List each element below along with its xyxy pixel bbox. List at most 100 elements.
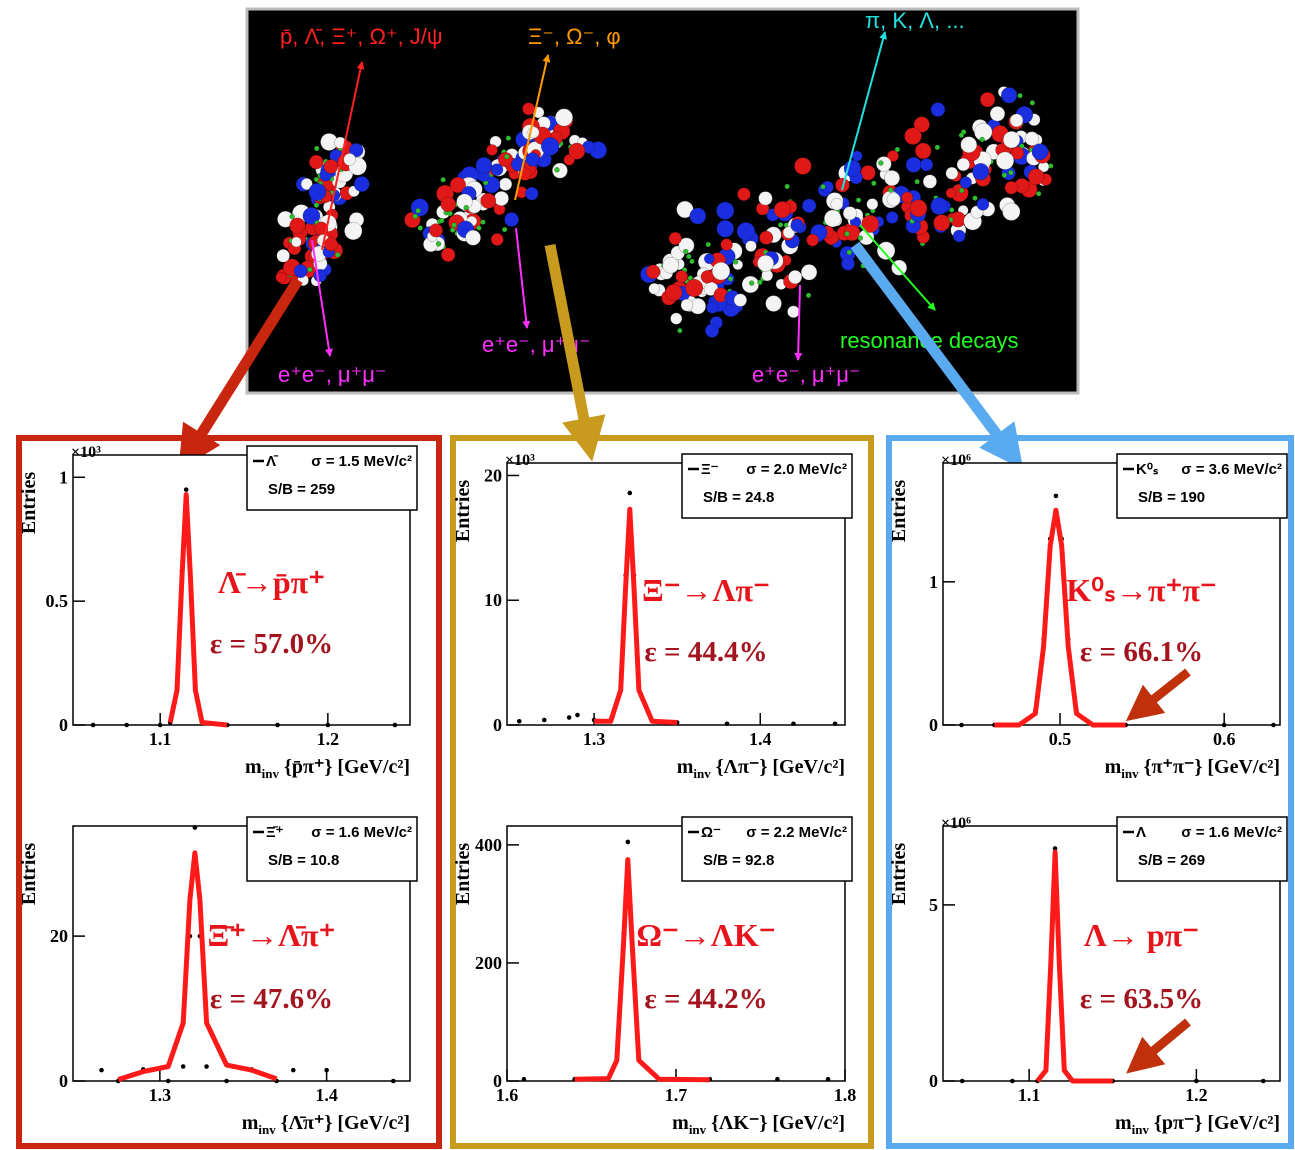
data-point [166, 1079, 171, 1084]
decay-label: Ξ̄⁺→Λ̄π⁺ [208, 917, 336, 953]
efficiency-label: ε = 57.0% [210, 628, 333, 660]
particle [957, 158, 970, 171]
particle [504, 154, 509, 159]
particle [663, 257, 679, 273]
particle [683, 249, 688, 254]
particle [277, 249, 290, 262]
particle [411, 199, 429, 217]
particle [996, 152, 1014, 170]
decay-label: Ω⁻→ΛK⁻ [636, 917, 775, 953]
y-axis-label: Entries [452, 480, 474, 542]
particle [931, 197, 948, 214]
particle [441, 177, 446, 182]
data-point [959, 723, 964, 728]
x-tick-label: 1.8 [834, 1085, 857, 1105]
decay-label: Λ̄→p̄π⁺ [218, 564, 325, 600]
x-label-part: m [1105, 756, 1122, 778]
x-label-sub: inv [693, 766, 711, 781]
particle [307, 267, 312, 272]
legend-sb: S/B = 259 [268, 481, 335, 498]
particle [494, 191, 508, 205]
data-point [124, 723, 129, 728]
x-label-part: m [672, 1112, 689, 1134]
particle [344, 222, 362, 240]
event-label: e⁺e⁻, μ⁺μ⁻ [278, 362, 387, 387]
data-point [833, 721, 838, 726]
data-point [158, 723, 163, 728]
particle [759, 231, 773, 245]
legend-sigma: σ = 1.5 MeV/c² [311, 453, 412, 470]
particle [1032, 144, 1048, 160]
efficiency-label: ε = 47.6% [210, 983, 333, 1015]
particle [646, 265, 660, 279]
particle [689, 259, 694, 264]
particle [931, 103, 945, 117]
particle [1002, 173, 1007, 178]
particle [452, 223, 457, 228]
y-tick-label: 10 [484, 590, 502, 610]
y-multiplier: ×10³ [71, 444, 101, 461]
particle [946, 167, 958, 179]
decay-label: Ξ⁻→Λπ⁻ [642, 572, 770, 608]
particle [541, 137, 559, 155]
particle [290, 218, 306, 234]
particle [831, 198, 843, 210]
data-point [326, 723, 331, 728]
x-label-part: {Λ̄π⁺} [GeV/c²] [276, 1112, 410, 1134]
x-tick-label: 1.1 [149, 729, 172, 749]
data-point [725, 721, 730, 726]
data-point [1010, 1079, 1015, 1084]
y-tick-label: 0 [59, 1071, 68, 1091]
data-point [575, 713, 580, 718]
particle [704, 254, 714, 264]
particle [418, 226, 423, 231]
x-label-part: {p̄π⁺} [GeV/c²] [279, 756, 410, 778]
particle [923, 175, 937, 189]
particle [759, 191, 773, 205]
legend-sb: S/B = 24.8 [703, 489, 774, 506]
particle [910, 200, 927, 217]
particle [920, 158, 933, 171]
particle [429, 224, 442, 237]
particle [1025, 132, 1039, 146]
x-label-sub: inv [262, 766, 280, 781]
x-label-part: {Λπ⁻} [GeV/c²] [711, 756, 845, 778]
particle [441, 197, 456, 212]
legend-sb: S/B = 92.8 [703, 852, 774, 869]
x-label-sub: inv [689, 1122, 707, 1137]
particle [491, 233, 503, 245]
x-label-part: m [245, 756, 262, 778]
particle [791, 219, 804, 232]
particle [959, 188, 964, 193]
particle [416, 208, 421, 213]
particle [953, 230, 965, 242]
y-tick-label: 5 [929, 895, 938, 915]
particle [476, 157, 492, 173]
particle [980, 92, 995, 107]
particle [887, 193, 901, 207]
particle [1002, 203, 1020, 221]
particle [466, 230, 481, 245]
legend-sb: S/B = 190 [1138, 489, 1205, 506]
y-tick-label: 1 [59, 467, 68, 487]
particle [961, 137, 977, 153]
data-point [275, 723, 280, 728]
particle [858, 236, 863, 241]
particle [314, 177, 319, 182]
decay-label: Λ→ pπ⁻ [1084, 917, 1199, 953]
particle [888, 188, 893, 193]
efficiency-label: ε = 66.1% [1080, 636, 1203, 668]
particle [499, 178, 512, 191]
particle [734, 294, 747, 307]
particle [506, 136, 511, 141]
x-label-part: m [1115, 1112, 1132, 1134]
legend-entry: K⁰ₛ [1136, 461, 1159, 478]
data-point [181, 1064, 186, 1069]
particle [801, 264, 817, 280]
particle [915, 179, 920, 184]
data-point [960, 1079, 965, 1084]
data-point [626, 840, 631, 845]
particle [977, 198, 989, 210]
particle [788, 270, 802, 284]
